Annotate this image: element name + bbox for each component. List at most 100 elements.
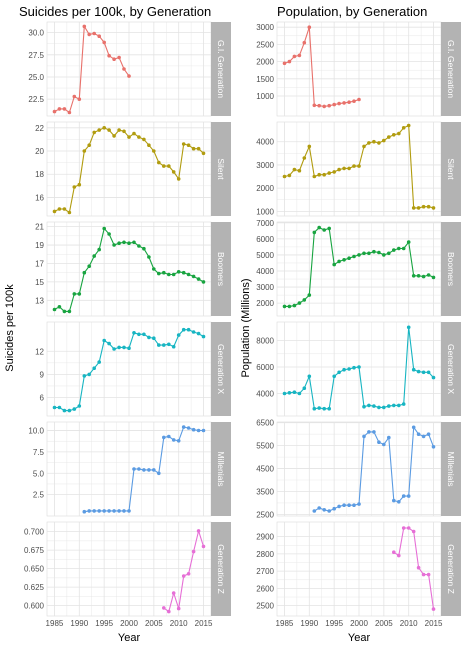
data-point (97, 247, 101, 252)
y-tick-label: 6 (40, 394, 45, 403)
data-point (401, 494, 406, 498)
data-point (287, 59, 292, 64)
data-point (392, 498, 396, 503)
data-point (127, 135, 131, 139)
data-point (377, 440, 381, 445)
data-point (97, 128, 101, 132)
data-point (196, 146, 201, 151)
facet-label: Generation X (446, 344, 456, 394)
data-point (142, 246, 146, 251)
y-tick-label: 6500 (256, 419, 274, 428)
data-point (191, 330, 196, 334)
data-point (82, 270, 87, 275)
data-point (372, 430, 376, 434)
data-point (72, 94, 77, 99)
data-point (82, 374, 87, 378)
data-point (112, 134, 116, 138)
data-point (421, 370, 426, 375)
data-point (382, 405, 386, 410)
y-tick-label: 3000 (256, 161, 274, 170)
data-point (347, 256, 351, 261)
data-point (87, 143, 91, 147)
data-point (162, 270, 166, 275)
data-point (352, 365, 356, 370)
data-point (147, 468, 151, 472)
y-tick-label: 5000 (256, 251, 274, 260)
data-point (332, 102, 337, 107)
data-point (127, 346, 131, 351)
y-tick-label: 4000 (256, 389, 274, 398)
data-point (372, 404, 376, 408)
facet-strip (441, 522, 461, 616)
data-point (317, 225, 322, 230)
data-point (297, 301, 302, 305)
data-point (426, 204, 431, 209)
y-tick-label: 17 (35, 259, 44, 268)
x-tick-label: 1990 (70, 619, 88, 628)
data-point (416, 206, 421, 210)
data-point (62, 107, 67, 111)
data-point (171, 591, 176, 595)
data-point (342, 166, 346, 171)
y-tick-label: 0.600 (24, 602, 45, 611)
data-point (97, 509, 101, 513)
y-tick-label: 19 (35, 241, 44, 250)
data-point (122, 240, 126, 245)
data-point (72, 292, 77, 296)
y-tick-label: 5500 (256, 442, 274, 451)
data-point (191, 146, 196, 151)
data-point (332, 170, 337, 174)
data-point (367, 141, 371, 145)
data-point (77, 292, 82, 296)
x-tick-label: 2015 (195, 619, 213, 628)
data-point (421, 572, 426, 577)
data-point (426, 273, 431, 277)
data-point (137, 135, 141, 139)
data-point (387, 404, 391, 408)
x-tick-label: 1985 (46, 619, 64, 628)
facet-strip (441, 122, 461, 216)
y-tick-label: 2800 (256, 550, 274, 559)
x-tick-label: 2015 (425, 619, 443, 628)
data-point (307, 144, 312, 149)
data-point (367, 430, 371, 434)
data-point (176, 177, 181, 181)
data-point (397, 131, 401, 136)
data-point (77, 97, 82, 101)
data-point (322, 508, 327, 512)
y-tick-label: 15 (35, 278, 44, 287)
data-point (392, 403, 396, 408)
data-point (142, 137, 146, 142)
data-point (287, 173, 292, 178)
x-tick-label: 2010 (400, 619, 418, 628)
y-tick-label: 0.675 (24, 546, 45, 555)
data-point (52, 209, 57, 214)
data-point (327, 509, 332, 513)
data-point (382, 138, 386, 143)
data-point (137, 332, 141, 337)
data-point (406, 240, 411, 244)
y-tick-label: 0.700 (24, 528, 45, 537)
data-point (162, 606, 166, 610)
data-point (82, 24, 87, 29)
data-point (431, 206, 436, 210)
data-point (297, 168, 302, 173)
y-tick-label: 7000 (256, 219, 274, 228)
data-point (397, 246, 401, 251)
data-point (152, 267, 156, 271)
y-tick-label: 16 (35, 193, 44, 202)
data-point (102, 338, 106, 343)
data-point (122, 345, 126, 350)
data-point (92, 366, 96, 371)
x-tick-label: 2000 (350, 619, 368, 628)
data-point (181, 142, 186, 146)
data-point (292, 54, 297, 59)
data-point (342, 503, 346, 508)
y-tick-label: 25.0 (28, 73, 44, 82)
data-point (196, 428, 201, 433)
data-point (112, 509, 116, 513)
data-point (397, 403, 401, 408)
facet-label: Boomers (216, 252, 226, 286)
y-tick-label: 2600 (256, 584, 274, 593)
y-tick-label: 7.5 (33, 448, 45, 457)
